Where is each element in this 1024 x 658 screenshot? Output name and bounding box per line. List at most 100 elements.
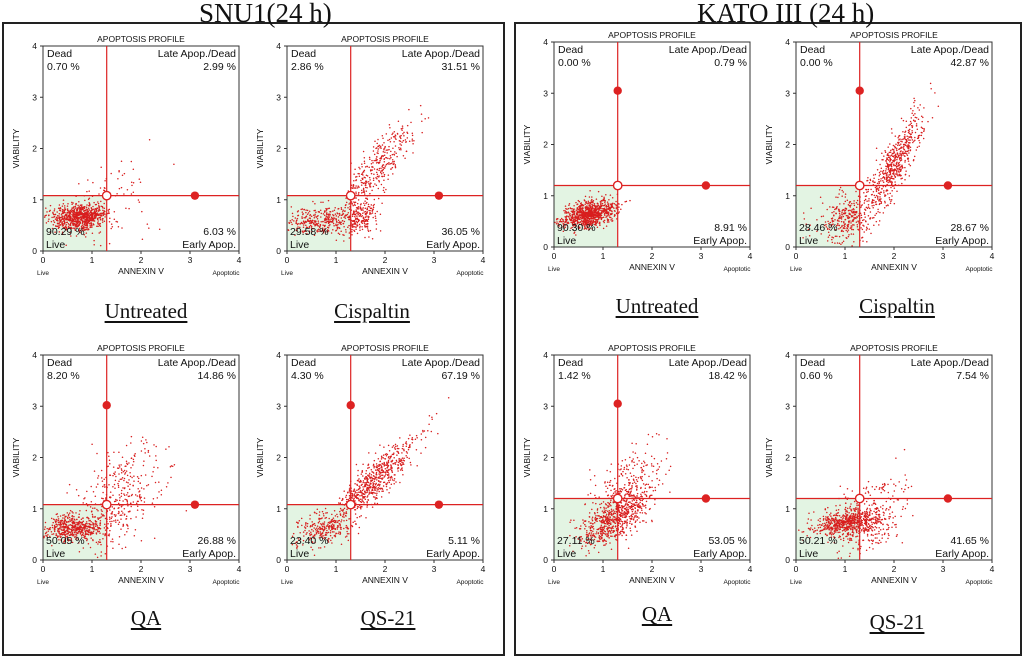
- event-dot: [64, 526, 66, 529]
- event-dot: [296, 223, 299, 226]
- event-dot: [90, 219, 93, 222]
- event-dot: [405, 150, 408, 153]
- event-dot: [325, 221, 327, 224]
- event-dot: [326, 216, 329, 218]
- event-dot: [835, 207, 837, 210]
- event-dot: [364, 226, 366, 228]
- event-dot: [397, 461, 400, 464]
- event-dot: [301, 216, 303, 218]
- event-dot: [61, 218, 64, 220]
- event-dot: [351, 231, 353, 233]
- event-dot: [48, 528, 50, 531]
- event-dot: [93, 243, 95, 246]
- event-dot: [327, 199, 330, 202]
- event-dot: [98, 223, 101, 225]
- condition-label: QA: [130, 606, 162, 630]
- event-dot: [431, 416, 433, 419]
- event-dot: [562, 219, 565, 221]
- event-dot: [329, 532, 332, 534]
- quadrant-live-name: Live: [290, 239, 309, 251]
- event-dot: [77, 211, 80, 213]
- event-dot: [403, 449, 405, 452]
- event-dot: [402, 154, 405, 157]
- event-dot: [173, 463, 176, 466]
- event-dot: [588, 207, 591, 209]
- event-dot: [139, 493, 141, 496]
- event-dot: [343, 240, 345, 242]
- event-dot: [100, 516, 102, 518]
- event-dot: [351, 494, 354, 496]
- event-dot: [365, 223, 367, 225]
- event-dot: [603, 221, 605, 224]
- event-dot: [571, 214, 574, 216]
- event-dot: [326, 512, 328, 514]
- gate-center-marker: [612, 180, 623, 191]
- event-dot: [392, 135, 395, 138]
- event-dot: [590, 219, 592, 222]
- event-dot: [853, 202, 855, 205]
- event-dot: [87, 198, 90, 200]
- event-dot: [82, 217, 84, 219]
- event-dot: [372, 486, 375, 489]
- gate-handle-marker: [102, 401, 111, 410]
- event-dot: [102, 485, 104, 488]
- event-dot: [69, 218, 72, 221]
- event-dot: [101, 219, 104, 221]
- event-dot: [377, 148, 380, 150]
- event-dot: [378, 473, 380, 475]
- event-dot: [607, 211, 609, 214]
- event-dot: [355, 179, 358, 181]
- event-dot: [411, 140, 414, 142]
- event-dot: [376, 168, 378, 171]
- event-dot: [85, 537, 88, 540]
- event-dot: [401, 127, 404, 129]
- event-dot: [46, 527, 48, 530]
- event-dot: [355, 197, 357, 199]
- event-dot: [100, 469, 103, 472]
- event-dot: [594, 218, 597, 221]
- event-dot: [834, 242, 836, 244]
- event-dot: [382, 164, 385, 166]
- event-dot: [101, 480, 104, 482]
- event-dot: [340, 528, 342, 530]
- event-dot: [52, 224, 55, 226]
- event-dot: [600, 199, 603, 202]
- event-dot: [337, 207, 340, 210]
- event-dot: [346, 491, 349, 494]
- event-dot: [120, 528, 122, 530]
- event-dot: [158, 481, 160, 483]
- event-dot: [98, 205, 100, 208]
- event-dot: [315, 512, 318, 515]
- event-dot: [65, 536, 67, 538]
- event-dot: [594, 220, 597, 222]
- event-dot: [67, 533, 69, 535]
- event-dot: [381, 202, 383, 205]
- event-dot: [112, 466, 115, 468]
- event-dot: [327, 213, 330, 216]
- event-dot: [60, 526, 62, 528]
- quadrant-late-percent: 0.79 %: [714, 57, 747, 69]
- event-dot: [108, 516, 111, 518]
- event-dot: [376, 173, 379, 176]
- event-dot: [408, 444, 411, 447]
- event-dot: [81, 529, 83, 532]
- event-dot: [601, 217, 604, 219]
- event-dot: [396, 447, 399, 450]
- event-dot: [356, 232, 359, 235]
- event-dot: [85, 525, 87, 527]
- event-dot: [845, 214, 848, 217]
- event-dot: [317, 229, 319, 231]
- event-dot: [378, 162, 380, 164]
- event-dot: [392, 147, 394, 149]
- event-dot: [566, 218, 568, 221]
- event-dot: [134, 452, 136, 455]
- event-dot: [82, 229, 84, 232]
- event-dot: [360, 181, 363, 184]
- event-dot: [305, 224, 307, 226]
- event-dot: [360, 506, 362, 508]
- event-dot: [79, 531, 81, 533]
- event-dot: [846, 199, 849, 201]
- event-dot: [365, 475, 368, 478]
- event-dot: [64, 523, 67, 526]
- event-dot: [569, 207, 572, 209]
